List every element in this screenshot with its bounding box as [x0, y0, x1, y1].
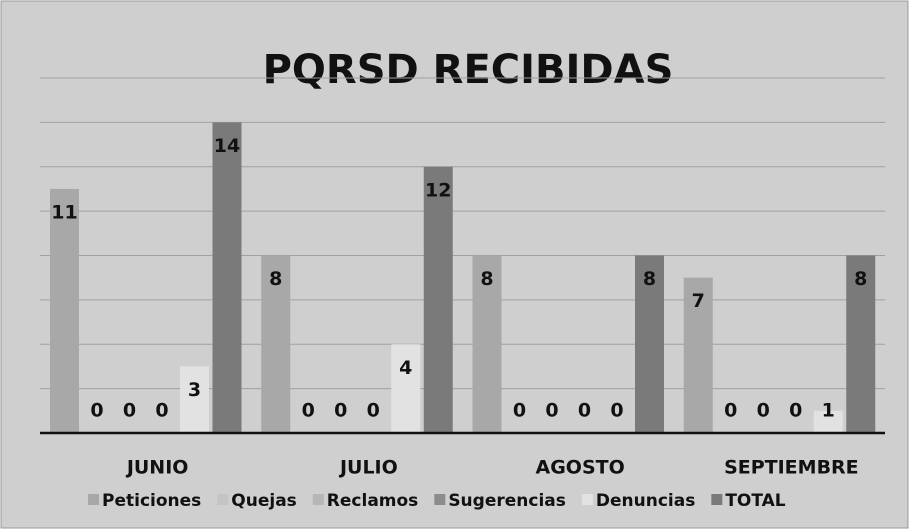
data-label: 7: [692, 290, 705, 312]
data-label: 4: [399, 357, 412, 379]
data-label: 0: [367, 400, 380, 422]
bar: [50, 188, 79, 433]
x-tick-label: JUNIO: [125, 457, 189, 479]
data-label: 8: [480, 268, 493, 290]
x-tick-label: JULIO: [338, 457, 398, 479]
data-label: 0: [155, 400, 168, 422]
data-label: 0: [545, 400, 558, 422]
data-label: 11: [51, 201, 77, 223]
data-label: 14: [214, 135, 240, 157]
data-label: 12: [425, 179, 451, 201]
legend-swatch: [217, 494, 229, 505]
data-label: 1: [822, 400, 835, 422]
x-tick-label: SEPTIEMBRE: [724, 457, 859, 479]
legend-swatch: [88, 494, 99, 505]
bar: [683, 277, 713, 433]
data-label: 3: [188, 379, 201, 401]
bar: [846, 255, 876, 433]
legend-label: Sugerencias: [448, 491, 566, 511]
legend-label: Denuncias: [596, 491, 695, 511]
bar: [212, 122, 242, 433]
legend-label: Quejas: [231, 491, 297, 511]
data-label: 8: [643, 268, 656, 290]
bar: [472, 255, 502, 433]
legend-label: Peticiones: [102, 491, 201, 511]
data-label: 0: [578, 400, 591, 422]
data-label: 0: [123, 400, 136, 422]
data-label: 0: [90, 400, 103, 422]
data-label: 0: [789, 400, 802, 422]
data-label: 8: [854, 268, 867, 290]
data-label: 0: [724, 400, 737, 422]
x-tick-label: AGOSTO: [536, 457, 625, 479]
data-label: 0: [302, 400, 315, 422]
legend-swatch: [581, 494, 593, 505]
data-label: 8: [269, 268, 282, 290]
bar: [261, 255, 291, 433]
data-label: 0: [757, 400, 770, 422]
bar: [423, 166, 453, 433]
bar: [635, 255, 664, 433]
bar: [813, 410, 843, 433]
legend-swatch: [434, 494, 446, 505]
legend-swatch: [711, 494, 723, 505]
data-label: 0: [334, 400, 347, 422]
legend-label: TOTAL: [725, 491, 785, 511]
bar: [391, 344, 421, 433]
chart-title: PQRSD RECIBIDAS: [263, 47, 674, 93]
bar: [180, 366, 209, 433]
legend-swatch: [312, 494, 324, 505]
data-label: 0: [513, 400, 526, 422]
data-label: 0: [610, 400, 623, 422]
legend-label: Reclamos: [327, 491, 419, 511]
